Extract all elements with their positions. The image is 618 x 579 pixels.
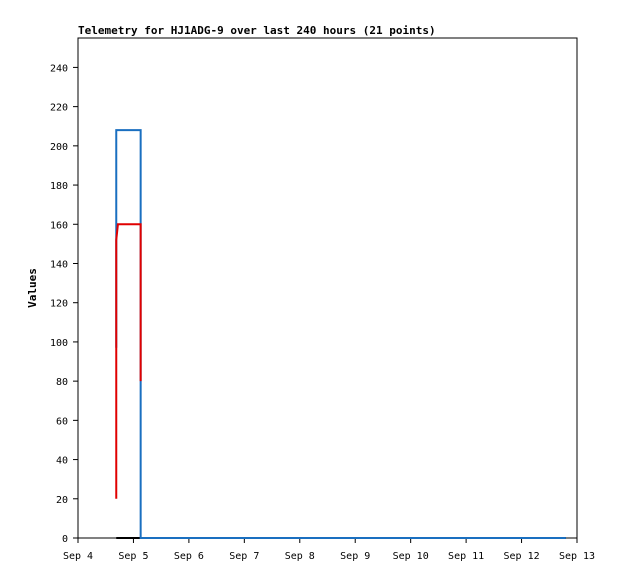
x-tick-label: Sep 10 xyxy=(393,551,429,562)
y-tick-label: 120 xyxy=(50,299,68,310)
y-tick-label: 100 xyxy=(50,338,68,349)
x-tick-label: Sep 7 xyxy=(229,551,259,562)
y-axis-label: Values xyxy=(26,268,39,308)
x-tick-label: Sep 9 xyxy=(340,551,370,562)
y-tick-label: 40 xyxy=(56,456,68,467)
y-tick-label: 20 xyxy=(56,495,68,506)
y-tick-label: 180 xyxy=(50,181,68,192)
x-tick-label: Sep 11 xyxy=(448,551,484,562)
y-tick-label: 0 xyxy=(62,534,68,545)
y-tick-label: 200 xyxy=(50,142,68,153)
x-tick-label: Sep 5 xyxy=(118,551,148,562)
plot-frame xyxy=(77,37,578,539)
x-tick-label: Sep 8 xyxy=(285,551,315,562)
y-tick-label: 160 xyxy=(50,220,68,231)
x-tick-label: Sep 12 xyxy=(503,551,539,562)
y-tick-label: 240 xyxy=(50,63,68,74)
series-line xyxy=(115,129,566,539)
y-tick-label: 60 xyxy=(56,416,68,427)
chart-title: Telemetry for HJ1ADG-9 over last 240 hou… xyxy=(78,24,436,37)
x-tick-label: Sep 4 xyxy=(63,551,93,562)
series-line xyxy=(115,223,142,499)
x-tick-label: Sep 6 xyxy=(174,551,204,562)
x-tick-label: Sep 13 xyxy=(559,551,595,562)
y-tick-label: 220 xyxy=(50,103,68,114)
y-tick-label: 80 xyxy=(56,377,68,388)
y-tick-label: 140 xyxy=(50,259,68,270)
